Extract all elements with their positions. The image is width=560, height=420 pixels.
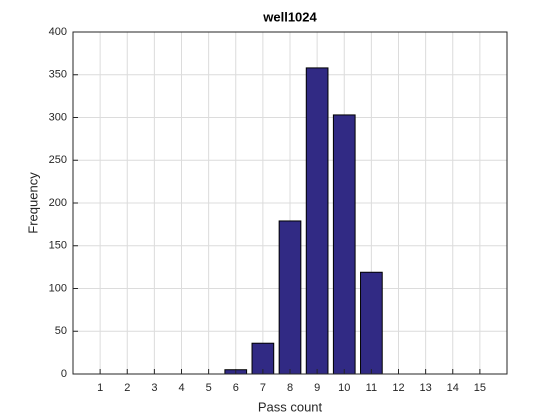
x-tick-label: 8 (287, 382, 293, 394)
x-tick-label: 9 (314, 382, 320, 394)
x-tick-label: 13 (420, 382, 432, 394)
y-tick-label: 350 (49, 69, 67, 81)
x-tick-label: 14 (447, 382, 459, 394)
chart-title: well1024 (262, 9, 317, 24)
y-tick-label: 300 (49, 111, 67, 123)
x-tick-label: 12 (392, 382, 404, 394)
x-tick-label: 2 (124, 382, 130, 394)
x-tick-label: 6 (233, 382, 239, 394)
y-tick-label: 100 (49, 282, 67, 294)
bar (332, 114, 356, 375)
y-axis-label: Frequency (25, 172, 40, 234)
bar (278, 220, 302, 375)
x-tick-label: 7 (260, 382, 266, 394)
x-tick-label: 15 (474, 382, 486, 394)
x-tick-label: 11 (366, 382, 377, 394)
y-tick-label: 250 (49, 154, 67, 166)
y-tick-label: 50 (55, 325, 67, 337)
y-tick-label: 400 (49, 26, 67, 38)
x-tick-label: 5 (206, 382, 212, 394)
y-tick-label: 150 (49, 240, 67, 252)
bar (305, 67, 329, 375)
x-tick-label: 3 (151, 382, 157, 394)
x-tick-label: 4 (178, 382, 184, 394)
bar (360, 271, 383, 375)
y-tick-label: 0 (61, 368, 67, 380)
x-tick-label: 1 (97, 382, 103, 394)
x-tick-label: 10 (338, 382, 350, 394)
x-axis-label: Pass count (258, 399, 323, 414)
y-tick-label: 200 (49, 197, 67, 209)
